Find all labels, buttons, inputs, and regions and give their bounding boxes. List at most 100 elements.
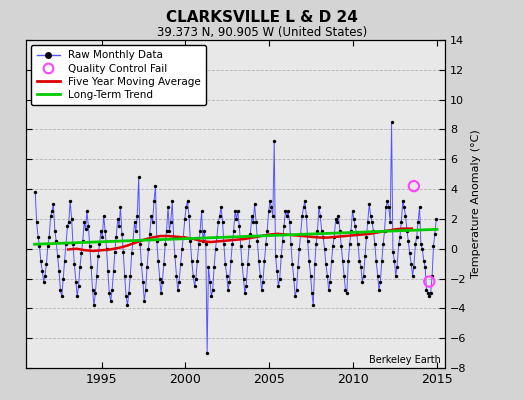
Point — [416, 204, 424, 210]
Point — [239, 275, 248, 282]
Point — [328, 258, 336, 264]
Point — [389, 248, 397, 255]
Point — [43, 242, 52, 249]
Point — [93, 272, 101, 279]
Point — [290, 275, 298, 282]
Point — [31, 189, 39, 195]
Point — [48, 208, 56, 215]
Point — [194, 241, 203, 248]
Point — [375, 287, 383, 294]
Point — [53, 253, 62, 259]
Point — [319, 234, 328, 240]
Point — [259, 278, 267, 285]
Point — [63, 223, 72, 230]
Point — [151, 183, 160, 189]
Point — [294, 264, 302, 270]
Point — [390, 258, 399, 264]
Point — [77, 250, 85, 256]
Point — [395, 241, 403, 248]
Point — [110, 268, 118, 274]
Point — [267, 204, 276, 210]
Point — [215, 213, 224, 219]
Point — [334, 213, 343, 219]
Point — [221, 260, 230, 267]
Point — [206, 278, 214, 285]
Point — [179, 234, 188, 240]
Point — [133, 213, 141, 219]
Point — [298, 213, 307, 219]
Point — [207, 293, 215, 300]
Point — [234, 208, 242, 215]
Point — [313, 228, 322, 234]
Point — [260, 258, 269, 264]
Point — [286, 219, 294, 225]
Point — [273, 268, 281, 274]
Point — [379, 241, 387, 248]
Point — [238, 260, 246, 267]
Point — [336, 228, 344, 234]
Point — [193, 258, 202, 264]
Point — [315, 204, 323, 210]
Point — [102, 246, 111, 252]
Point — [101, 228, 110, 234]
Point — [383, 198, 391, 204]
Point — [83, 208, 91, 215]
Point — [200, 228, 209, 234]
Point — [178, 246, 186, 252]
Point — [144, 246, 152, 252]
Point — [60, 258, 69, 264]
Point — [98, 234, 106, 240]
Point — [116, 204, 125, 210]
Point — [278, 238, 287, 244]
Point — [424, 290, 432, 297]
Point — [287, 241, 295, 248]
Point — [308, 290, 316, 297]
Point — [366, 213, 375, 219]
Point — [87, 264, 95, 270]
Point — [167, 219, 175, 225]
Point — [425, 293, 433, 300]
Point — [90, 302, 98, 308]
Point — [348, 208, 357, 215]
Point — [154, 258, 162, 264]
Point — [351, 223, 359, 230]
Point — [146, 231, 154, 237]
Point — [404, 238, 412, 244]
Point — [305, 258, 313, 264]
Point — [129, 238, 137, 244]
Point — [368, 219, 376, 225]
Point — [427, 290, 435, 297]
Point — [369, 228, 378, 234]
Point — [62, 241, 70, 248]
Point — [266, 198, 274, 204]
Point — [358, 278, 366, 285]
Point — [108, 287, 116, 294]
Point — [188, 258, 196, 264]
Point — [249, 219, 257, 225]
Point — [365, 201, 374, 207]
Point — [41, 272, 49, 279]
Point — [244, 260, 252, 267]
Point — [164, 204, 172, 210]
Point — [362, 234, 370, 240]
Point — [332, 216, 340, 222]
Y-axis label: Temperature Anomaly (°C): Temperature Anomaly (°C) — [471, 130, 481, 278]
Point — [160, 260, 168, 267]
Point — [198, 208, 206, 215]
Point — [38, 268, 47, 274]
Point — [211, 246, 220, 252]
Point — [104, 268, 112, 274]
Point — [386, 219, 395, 225]
Point — [111, 248, 119, 255]
Point — [343, 290, 351, 297]
Point — [370, 241, 379, 248]
Point — [399, 198, 407, 204]
Point — [126, 272, 135, 279]
Point — [39, 278, 48, 285]
Point — [252, 219, 260, 225]
Point — [76, 264, 84, 270]
Point — [340, 272, 348, 279]
Point — [410, 183, 418, 189]
Point — [49, 201, 58, 207]
Point — [123, 302, 132, 308]
